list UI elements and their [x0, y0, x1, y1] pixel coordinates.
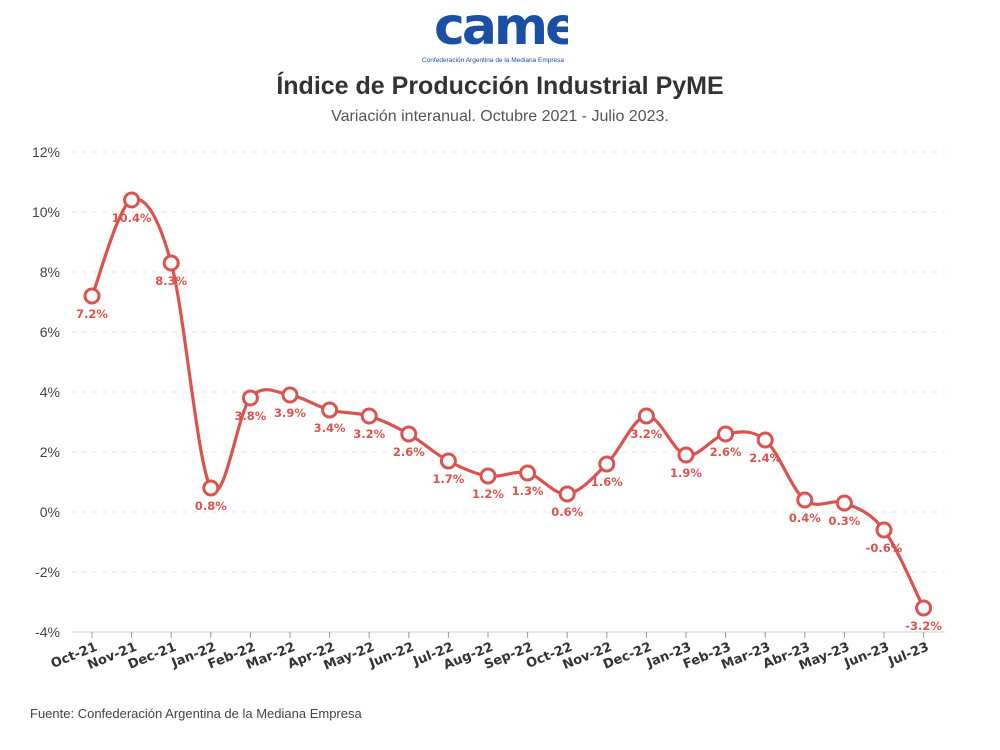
chart-subtitle: Variación interanual. Octubre 2021 - Jul…: [331, 108, 669, 125]
data-point: [321, 401, 339, 419]
data-label: -3.2%: [905, 619, 942, 633]
data-label: 3.9%: [274, 406, 306, 420]
data-point: [479, 467, 497, 485]
x-tick-label: Jun-22: [366, 640, 416, 672]
data-point: [162, 254, 180, 272]
data-point: [835, 494, 853, 512]
y-tick-label: 2%: [40, 444, 60, 460]
data-point: [915, 599, 933, 617]
data-point: [123, 191, 141, 209]
gridlines: [72, 151, 945, 633]
came-logo-wordmark: came: [434, 0, 568, 57]
data-label: -0.6%: [866, 541, 903, 555]
data-label: 1.2%: [472, 487, 504, 501]
x-tick-label: Jun-23: [842, 640, 892, 672]
data-point: [519, 464, 537, 482]
data-point: [281, 386, 299, 404]
data-point: [796, 491, 814, 509]
data-point: [756, 431, 774, 449]
data-point: [241, 389, 259, 407]
data-label: 7.2%: [76, 307, 108, 321]
data-label: 1.3%: [512, 484, 544, 498]
data-point: [558, 485, 576, 503]
data-label: 1.9%: [670, 466, 702, 480]
came-logo: came Confederación Argentina de la Media…: [422, 0, 568, 64]
data-label: 3.8%: [234, 409, 266, 423]
data-point: [637, 407, 655, 425]
data-label: 0.8%: [195, 499, 227, 513]
data-point: [360, 407, 378, 425]
data-label: 0.4%: [789, 511, 821, 525]
data-point: [677, 446, 695, 464]
data-label: 2.4%: [749, 451, 781, 465]
y-tick-label: -2%: [35, 564, 60, 580]
data-point: [202, 479, 220, 497]
data-point: [439, 452, 457, 470]
data-point: [83, 287, 101, 305]
chart-title: Índice de Producción Industrial PyME: [276, 72, 724, 100]
data-labels: 7.2% 10.4% 8.3% 0.8% 3.8% 3.9% 3.4% 3.2% 2.6% 1.7…: [76, 211, 942, 633]
y-tick-label: 0%: [40, 504, 60, 520]
data-point: [717, 425, 735, 443]
data-label: 3.2%: [353, 427, 385, 441]
data-label: 3.4%: [314, 421, 346, 435]
source-note: Fuente: Confederación Argentina de la Me…: [30, 706, 362, 721]
data-label: 8.3%: [155, 274, 187, 288]
data-point: [875, 521, 893, 539]
y-tick-label: 6%: [40, 324, 60, 340]
y-tick-label: 8%: [40, 264, 60, 280]
data-points: [83, 191, 933, 617]
data-label: 2.6%: [393, 445, 425, 459]
came-logo-subtitle: Confederación Argentina de la Mediana Em…: [422, 57, 564, 64]
x-tick-label: Jul-23: [886, 640, 932, 670]
y-tick-label: 12%: [32, 144, 60, 160]
data-label: 1.7%: [432, 472, 464, 486]
data-label: 0.6%: [551, 505, 583, 519]
data-label: 3.2%: [630, 427, 662, 441]
data-label: 1.6%: [591, 475, 623, 489]
series-line: [90, 197, 926, 609]
y-tick-label: 4%: [40, 384, 60, 400]
y-axis: -4% -2% 0% 2% 4% 6% 8% 10% 12%: [32, 144, 60, 640]
data-point: [400, 425, 418, 443]
y-tick-label: -4%: [35, 624, 60, 640]
data-point: [598, 455, 616, 473]
y-tick-label: 10%: [32, 204, 60, 220]
data-label: 2.6%: [710, 445, 742, 459]
x-axis: Oct-21Nov-21Dec-21Jan-22Feb-22Mar-22Apr-…: [49, 632, 931, 674]
data-label: 0.3%: [828, 514, 860, 528]
data-label: 10.4%: [112, 211, 152, 225]
